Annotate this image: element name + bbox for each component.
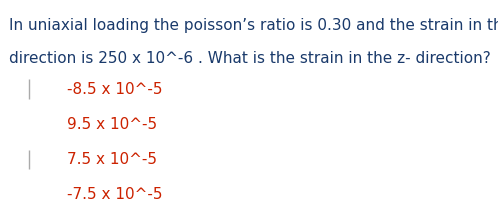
Text: In uniaxial loading the poisson’s ratio is 0.30 and the strain in the x-: In uniaxial loading the poisson’s ratio … [9,18,498,33]
Text: 9.5 x 10^-5: 9.5 x 10^-5 [67,117,157,132]
Text: -7.5 x 10^-5: -7.5 x 10^-5 [67,187,163,202]
Text: 7.5 x 10^-5: 7.5 x 10^-5 [67,152,157,167]
Text: -8.5 x 10^-5: -8.5 x 10^-5 [67,82,163,97]
Text: direction is 250 x 10^-6 . What is the strain in the z- direction?: direction is 250 x 10^-6 . What is the s… [9,51,491,66]
